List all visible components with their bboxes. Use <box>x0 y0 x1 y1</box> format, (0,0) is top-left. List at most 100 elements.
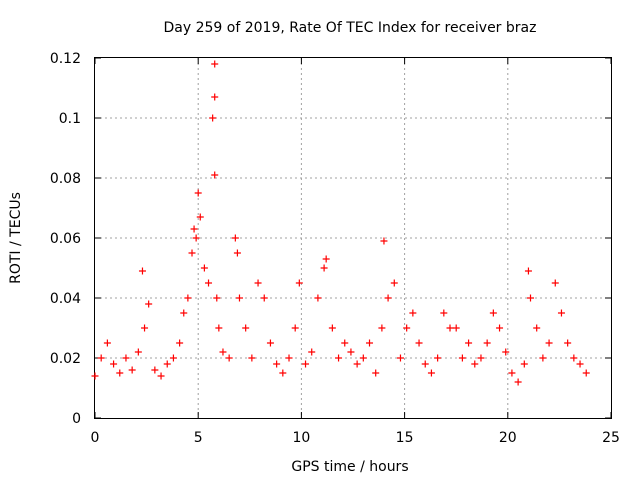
data-point <box>458 354 466 362</box>
data-point <box>380 237 388 245</box>
data-point <box>576 360 584 368</box>
data-point <box>285 354 293 362</box>
data-point <box>328 324 336 332</box>
data-point <box>242 324 250 332</box>
x-axis-label: GPS time / hours <box>291 459 408 475</box>
data-point <box>440 309 448 317</box>
data-point <box>266 339 274 347</box>
data-point <box>314 294 322 302</box>
x-tick-label: 5 <box>194 430 203 446</box>
data-point <box>372 369 380 377</box>
y-tick-labels: 0 0.02 0.04 0.06 0.08 0.1 0.12 <box>50 51 81 427</box>
y-tick-label: 0.06 <box>50 231 81 247</box>
y-tick-label: 0.1 <box>59 111 81 127</box>
data-point <box>134 348 142 356</box>
plot-frame <box>94 57 612 419</box>
data-point <box>194 189 202 197</box>
data-point <box>184 294 192 302</box>
data-point <box>322 255 330 263</box>
data-point <box>128 366 136 374</box>
data-point <box>347 348 355 356</box>
data-point <box>477 354 485 362</box>
data-point <box>211 171 219 179</box>
data-point <box>200 264 208 272</box>
x-tick-label: 15 <box>396 430 414 446</box>
data-point <box>514 378 522 386</box>
data-point <box>533 324 541 332</box>
data-point <box>235 294 243 302</box>
data-point <box>409 309 417 317</box>
data-point <box>151 366 159 374</box>
data-point <box>209 114 217 122</box>
data-point <box>157 372 165 380</box>
data-point <box>260 294 268 302</box>
data-point <box>279 369 287 377</box>
data-point <box>145 300 153 308</box>
data-point <box>138 267 146 275</box>
y-tick-label: 0 <box>72 411 81 427</box>
chart-title: Day 259 of 2019, Rate Of TEC Index for r… <box>164 20 537 36</box>
data-point <box>205 279 213 287</box>
data-point <box>163 360 171 368</box>
data-point <box>557 309 565 317</box>
data-point <box>446 324 454 332</box>
data-point <box>141 324 149 332</box>
data-point <box>384 294 392 302</box>
data-point <box>291 324 299 332</box>
data-point <box>233 249 241 257</box>
data-point <box>502 348 510 356</box>
data-point <box>248 354 256 362</box>
data-point <box>308 348 316 356</box>
data-point <box>508 369 516 377</box>
data-point <box>524 267 532 275</box>
data-point <box>341 339 349 347</box>
data-point <box>539 354 547 362</box>
data-point <box>421 360 429 368</box>
data-point <box>320 264 328 272</box>
data-point <box>483 339 491 347</box>
data-point <box>254 279 262 287</box>
data-point <box>116 369 124 377</box>
data-point <box>427 369 435 377</box>
x-tick-labels: 0 5 10 15 20 25 <box>91 430 620 446</box>
data-point <box>353 360 361 368</box>
y-axis-label: ROTI / TECUs <box>8 192 24 284</box>
data-point <box>211 60 219 68</box>
data-point <box>396 354 404 362</box>
data-point <box>335 354 343 362</box>
data-point <box>103 339 111 347</box>
x-tick-label: 25 <box>602 430 620 446</box>
data-point <box>97 354 105 362</box>
data-point <box>545 339 553 347</box>
data-point <box>366 339 374 347</box>
data-point <box>219 348 227 356</box>
data-point <box>225 354 233 362</box>
data-point <box>231 234 239 242</box>
data-point <box>378 324 386 332</box>
x-tick-label: 0 <box>91 430 100 446</box>
data-point <box>570 354 578 362</box>
data-points <box>91 60 590 386</box>
data-point <box>520 360 528 368</box>
data-point <box>582 369 590 377</box>
data-point <box>527 294 535 302</box>
data-point <box>110 360 118 368</box>
x-tick-label: 10 <box>292 430 310 446</box>
x-tick-label: 20 <box>499 430 517 446</box>
data-point <box>169 354 177 362</box>
y-tick-label: 0.08 <box>50 171 81 187</box>
data-point <box>452 324 460 332</box>
data-point <box>295 279 303 287</box>
data-point <box>465 339 473 347</box>
data-point <box>302 360 310 368</box>
y-tick-label: 0.12 <box>50 51 81 67</box>
data-point <box>180 309 188 317</box>
data-point <box>122 354 130 362</box>
data-point <box>188 249 196 257</box>
data-point <box>496 324 504 332</box>
axis-ticks <box>94 57 612 419</box>
data-point <box>359 354 367 362</box>
data-point <box>434 354 442 362</box>
data-point <box>489 309 497 317</box>
